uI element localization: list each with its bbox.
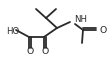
Text: NH: NH	[74, 14, 87, 23]
Text: O: O	[26, 48, 34, 57]
Text: O: O	[100, 25, 107, 34]
Text: O: O	[41, 48, 49, 57]
Text: HO: HO	[6, 26, 20, 35]
